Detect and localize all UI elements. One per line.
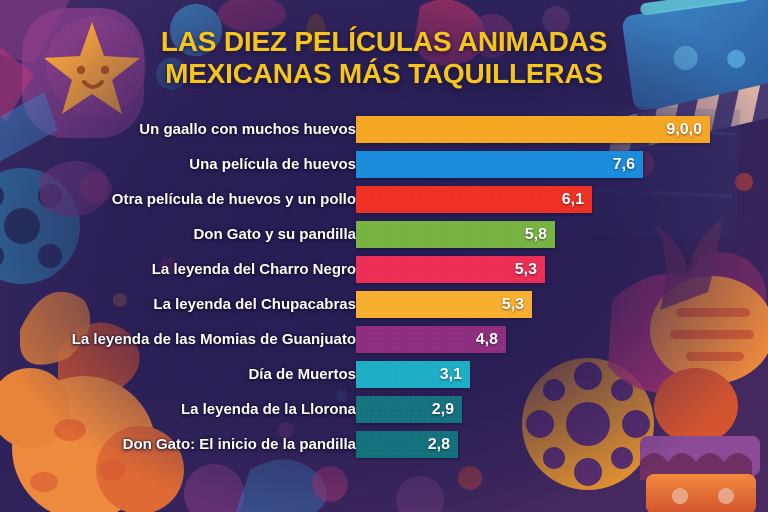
chart-row: Don Gato: El inicio de la pandilla 2,8 <box>0 431 768 466</box>
bar-track: 7,6 <box>356 151 643 178</box>
bar-track: 5,3 <box>356 291 532 318</box>
bar-category-label: La leyenda del Chupacabras <box>153 296 356 313</box>
bar-value-label: 6,1 <box>561 190 584 208</box>
bar-value-label: 9,0,0 <box>666 120 702 138</box>
bar-category-label: Una película de huevos <box>189 156 356 173</box>
bar-value-label: 5,8 <box>524 225 547 243</box>
bar-track: 9,0,0 <box>356 116 710 143</box>
bar: 5,8 <box>356 221 555 248</box>
chart-row: Un gaallo con muchos huevos 9,0,0 <box>0 116 768 151</box>
bar-category-label: La leyenda del Charro Negro <box>151 261 356 278</box>
bar-category-label: Un gaallo con muchos huevos <box>139 121 356 138</box>
bar-track: 3,1 <box>356 361 470 388</box>
bar: 5,3 <box>356 256 545 283</box>
chart-row: La leyenda del Chupacabras 5,3 <box>0 291 768 326</box>
chart-row: Otra película de huevos y un pollo 6,1 <box>0 186 768 221</box>
bar-track: 6,1 <box>356 186 592 213</box>
bar: 4,8 <box>356 326 506 353</box>
bar-category-label: Día de Muertos <box>248 366 356 383</box>
bar-value-label: 3,1 <box>439 365 462 383</box>
bar-track: 4,8 <box>356 326 506 353</box>
bar-chart: Un gaallo con muchos huevos 9,0,0 Una pelí… <box>0 116 768 466</box>
bar: 5,3 <box>356 291 532 318</box>
bar-category-label: Don Gato y su pandilla <box>193 226 356 243</box>
bar-category-label: Otra película de huevos y un pollo <box>111 191 356 208</box>
bar-category-label: La leyenda de la Llorona <box>180 401 356 418</box>
bar-track: 2,9 <box>356 396 462 423</box>
bar-value-label: 4,8 <box>475 330 498 348</box>
bar: 6,1 <box>356 186 592 213</box>
chart-row: La leyenda del Charro Negro 5,3 <box>0 256 768 291</box>
chart-row: Una película de huevos 7,6 <box>0 151 768 186</box>
chart-row: Día de Muertos 3,1 <box>0 361 768 396</box>
bar-category-label: Don Gato: El inicio de la pandilla <box>122 436 356 453</box>
title-line-2: MEXICANAS MÁS TAQUILLERAS <box>165 58 603 89</box>
bar-value-label: 5,3 <box>501 295 524 313</box>
bar: 7,6 <box>356 151 643 178</box>
chart-row: La leyenda de la Llorona 2,9 <box>0 396 768 431</box>
bar: 2,9 <box>356 396 462 423</box>
bar-track: 5,8 <box>356 221 555 248</box>
bar: 3,1 <box>356 361 470 388</box>
chart-row: La leyenda de las Momias de Guanjuato 4,8 <box>0 326 768 361</box>
bar: 2,8 <box>356 431 458 458</box>
bar: 9,0,0 <box>356 116 710 143</box>
bar-value-label: 5,3 <box>514 260 537 278</box>
chart-row: Don Gato y su pandilla 5,8 <box>0 221 768 256</box>
page-title: LAS DIEZ PELÍCULAS ANIMADAS MEXICANAS MÁ… <box>0 26 768 90</box>
bar-category-label: La leyenda de las Momias de Guanjuato <box>71 331 356 348</box>
bar-value-label: 2,8 <box>427 435 450 453</box>
bar-value-label: 7,6 <box>612 155 635 173</box>
bar-track: 5,3 <box>356 256 545 283</box>
bar-track: 2,8 <box>356 431 458 458</box>
bar-value-label: 2,9 <box>431 400 454 418</box>
title-line-1: LAS DIEZ PELÍCULAS ANIMADAS <box>160 26 608 57</box>
